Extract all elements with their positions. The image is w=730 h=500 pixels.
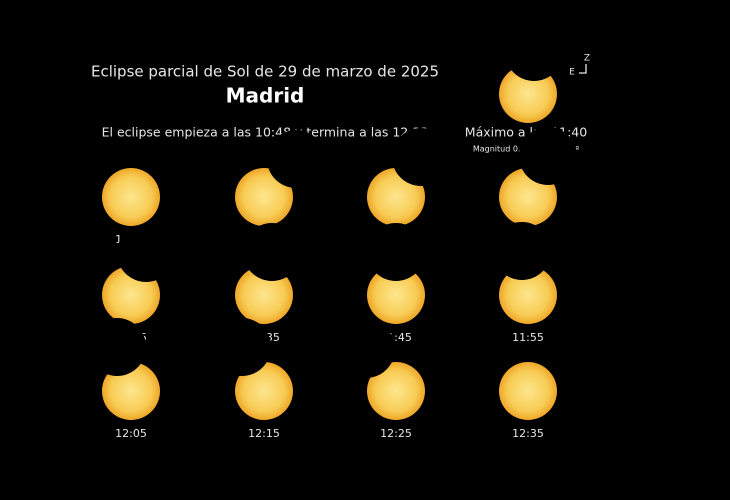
moon-disc	[213, 318, 271, 376]
sun-disc	[102, 168, 160, 226]
frame-time: 11:55	[512, 331, 544, 344]
sun-disc	[102, 362, 160, 420]
frame-time: 12:35	[512, 427, 544, 440]
sun-disc	[235, 266, 293, 324]
moon-disc	[117, 224, 175, 282]
frame: 12:15	[213, 318, 293, 440]
frame: 11:45	[367, 223, 425, 344]
city: Madrid	[226, 84, 305, 108]
frame: 12:35	[499, 362, 557, 440]
moon-disc	[243, 223, 301, 281]
frame: 12:05	[88, 318, 160, 440]
orientation-marker	[579, 64, 587, 74]
sun-disc	[235, 168, 293, 226]
subtitle: El eclipse empieza a las 10:48 y termina…	[102, 125, 429, 140]
maximum-sun	[499, 23, 563, 123]
moon-disc	[519, 127, 577, 185]
title: Eclipse parcial de Sol de 29 de marzo de…	[91, 63, 439, 81]
north-label: Z	[584, 54, 590, 64]
moon-disc	[392, 128, 450, 186]
moon-disc	[367, 223, 425, 281]
moon-disc	[505, 23, 563, 81]
frame: 11:25	[102, 224, 175, 344]
moon-disc	[88, 318, 146, 376]
sun-disc	[235, 362, 293, 420]
frame-time: 12:15	[248, 427, 280, 440]
frame-time: 12:25	[380, 427, 412, 440]
frame: 12:25	[337, 320, 425, 440]
sun-disc	[367, 266, 425, 324]
sun-disc	[367, 362, 425, 420]
sun-disc	[499, 362, 557, 420]
moon-disc	[493, 222, 551, 280]
moon-disc	[267, 130, 325, 188]
frame-time: 12:05	[115, 427, 147, 440]
sun-disc	[499, 266, 557, 324]
east-label: E	[569, 68, 575, 78]
moon-disc	[337, 320, 395, 378]
frame: 11:55	[493, 222, 557, 344]
